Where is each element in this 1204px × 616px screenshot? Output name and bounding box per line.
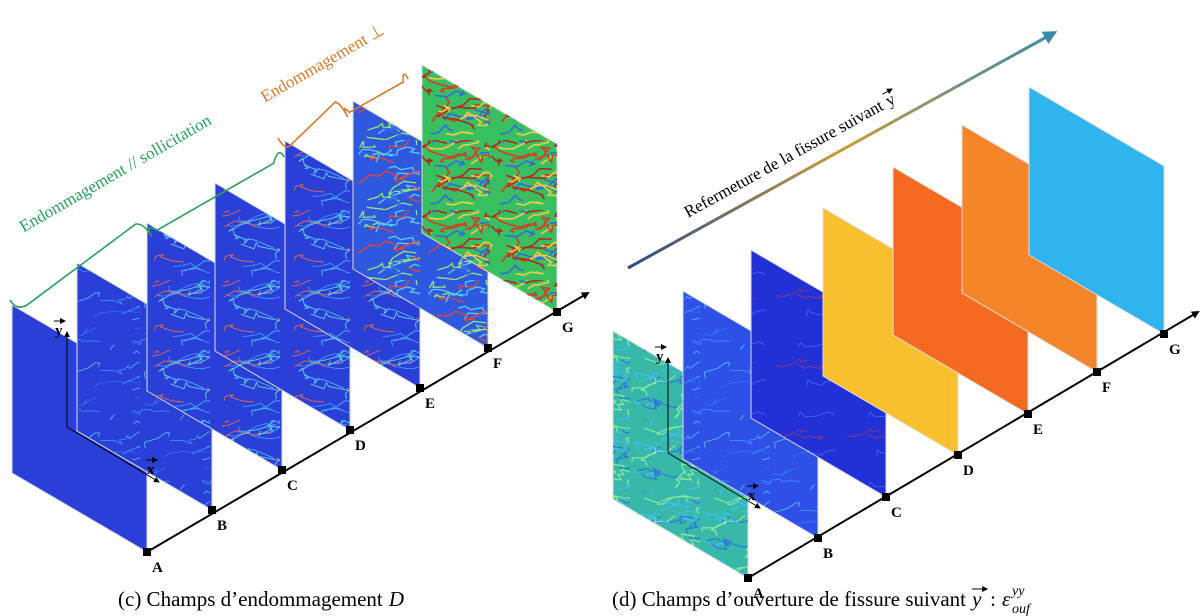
- x-label: x: [748, 488, 756, 504]
- axis-line: [146, 291, 590, 553]
- y-label: y: [656, 349, 664, 365]
- station-label: E: [1033, 422, 1043, 438]
- bracket-label: Endommagement ⊥: [257, 20, 387, 106]
- axis-line: [747, 310, 1200, 579]
- station-marker: [484, 344, 492, 352]
- caption-symbol: ε: [1002, 587, 1011, 611]
- station-label: G: [1169, 342, 1181, 358]
- x-axis: [66, 426, 160, 483]
- caption-separator: :: [990, 587, 996, 611]
- station-label: D: [355, 438, 366, 454]
- station-marker: [954, 451, 962, 459]
- station-marker: [1093, 368, 1101, 376]
- station-label: C: [287, 478, 298, 494]
- caption-vector: y: [970, 587, 982, 611]
- field-texture: [422, 65, 557, 312]
- station-label: C: [891, 505, 902, 521]
- station-marker: [143, 548, 151, 556]
- caption-symbol: D: [388, 587, 404, 611]
- station-label: G: [562, 320, 574, 336]
- bracket-label: Endommagement // sollicitation: [16, 110, 215, 236]
- station-marker: [346, 426, 354, 434]
- caption-sup: yy: [1010, 584, 1025, 599]
- station-label: A: [753, 586, 764, 602]
- station-label: B: [823, 546, 833, 562]
- station-marker: [1160, 330, 1168, 338]
- vector-arrow: [882, 88, 893, 95]
- station-marker: [814, 534, 822, 542]
- arrow-label-vector: y: [882, 89, 899, 110]
- station-label: A: [152, 560, 163, 576]
- station-label: F: [1102, 380, 1111, 396]
- station-marker: [882, 493, 890, 501]
- trend-arrow: [627, 31, 1058, 270]
- arrow-label: Refermeture de la fissure suivant: [681, 96, 887, 222]
- x-label: x: [147, 462, 155, 478]
- caption-sub: ouf: [1012, 602, 1032, 616]
- station-marker: [208, 506, 216, 514]
- x-axis: [667, 452, 761, 509]
- station-marker: [744, 574, 752, 582]
- station-label: D: [963, 463, 974, 479]
- station-label: B: [217, 518, 227, 534]
- caption-text: (c) Champs d’endommagement: [118, 587, 383, 611]
- caption-text: (d) Champs d’ouverture de fissure suivan…: [612, 587, 966, 611]
- y-label: y: [55, 323, 63, 339]
- station-marker: [278, 466, 286, 474]
- station-marker: [553, 308, 561, 316]
- station-marker: [1024, 410, 1032, 418]
- station-marker: [416, 384, 424, 392]
- station-label: F: [493, 356, 502, 372]
- panel: A B C D E F Gy x (d) Champs d’ouverture de fissu…: [612, 86, 1200, 616]
- station-label: E: [425, 396, 435, 412]
